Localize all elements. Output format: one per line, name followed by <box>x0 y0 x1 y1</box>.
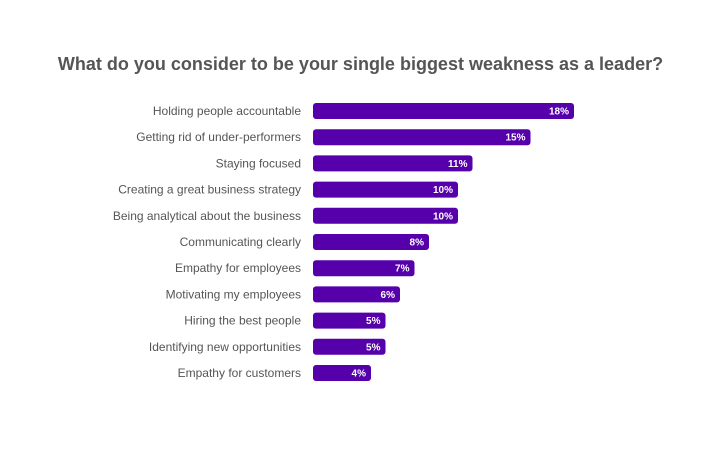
category-label: Identifying new opportunities <box>149 340 301 354</box>
bar <box>313 129 531 146</box>
value-label: 6% <box>381 290 396 301</box>
bar <box>313 365 371 381</box>
bar <box>313 260 415 277</box>
category-label: Communicating clearly <box>180 235 301 249</box>
category-label: Creating a great business strategy <box>118 183 301 197</box>
category-label: Holding people accountable <box>153 104 301 118</box>
value-label: 11% <box>448 159 468 170</box>
value-label: 10% <box>433 211 453 222</box>
value-label: 4% <box>352 369 367 380</box>
value-label: 10% <box>433 185 453 196</box>
value-label: 15% <box>505 133 525 144</box>
category-label: Being analytical about the business <box>113 209 301 223</box>
chart-title: What do you consider to be your single b… <box>57 54 664 74</box>
category-label: Hiring the best people <box>184 314 301 328</box>
category-label: Staying focused <box>216 156 301 170</box>
bar <box>313 338 386 355</box>
bar <box>313 103 574 119</box>
bar <box>313 312 386 329</box>
value-label: 8% <box>410 238 425 249</box>
bar <box>313 207 458 224</box>
category-label: Empathy for customers <box>178 366 301 380</box>
category-label: Getting rid of under-performers <box>136 130 301 144</box>
value-label: 5% <box>366 342 381 353</box>
bar <box>313 181 458 198</box>
bar <box>313 234 429 250</box>
value-label: 5% <box>366 316 381 327</box>
category-label: Motivating my employees <box>166 287 301 301</box>
value-label: 18% <box>549 107 569 118</box>
category-label: Empathy for employees <box>175 261 301 275</box>
bar <box>313 155 473 172</box>
bar <box>313 286 400 303</box>
value-label: 7% <box>395 264 410 275</box>
